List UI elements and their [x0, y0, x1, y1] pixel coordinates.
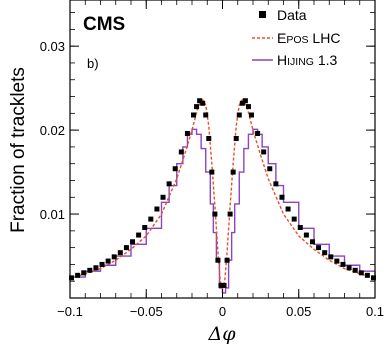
data-point: [261, 149, 267, 155]
series-layer: [69, 98, 376, 294]
data-point: [75, 272, 81, 278]
data-point: [273, 181, 279, 187]
data-point: [267, 166, 273, 172]
data-point: [233, 136, 239, 142]
x-tick-label: 0.05: [286, 304, 311, 319]
x-tick-label: 0.1: [366, 304, 384, 319]
data-point: [191, 112, 197, 118]
y-tick-label: 0.01: [40, 207, 65, 222]
data-point: [111, 254, 117, 260]
data-point: [334, 258, 340, 264]
data-point: [303, 232, 309, 238]
x-tick-label: 0: [219, 304, 226, 319]
data-point: [248, 112, 254, 118]
tick-layer: −0.1 −0.05 0 0.05 0.1 0.01 0.02 0.03: [40, 0, 384, 319]
data-point: [194, 104, 200, 110]
data-point: [309, 239, 315, 245]
data-point: [130, 239, 136, 245]
data-point: [255, 130, 261, 136]
data-point: [291, 216, 297, 222]
data-point: [117, 250, 123, 256]
data-point: [245, 104, 251, 110]
data-point: [197, 98, 203, 104]
data-point: [218, 282, 224, 288]
data-point: [236, 112, 242, 118]
data-point: [297, 224, 303, 230]
data-point: [69, 275, 75, 281]
data-point: [285, 206, 291, 212]
data-point: [221, 282, 227, 288]
y-axis-title: Fraction of tracklets: [8, 67, 29, 233]
data-point: [370, 275, 376, 281]
data-point: [230, 169, 236, 175]
data-point: [154, 206, 160, 212]
data-point: [212, 211, 218, 217]
data-point: [81, 270, 87, 276]
data-point: [99, 261, 105, 267]
data-point: [206, 136, 212, 142]
data-point: [160, 194, 166, 200]
data-point: [224, 257, 230, 263]
data-point: [136, 232, 142, 238]
legend-data-label: Data: [277, 7, 307, 23]
data-point: [172, 166, 178, 172]
data-point: [178, 149, 184, 155]
data-point: [346, 265, 352, 271]
data-point: [93, 265, 99, 271]
x-tick-label: −0.05: [130, 304, 163, 319]
legend: Data EPOS LHC HIJING 1.3: [252, 7, 340, 68]
data-point: [328, 254, 334, 260]
y-tick-label: 0.02: [40, 123, 65, 138]
data-point: [142, 224, 148, 230]
data-point: [184, 130, 190, 136]
legend-epos-label: EPOS LHC: [277, 30, 340, 46]
data-point: [203, 112, 209, 118]
data-point: [322, 250, 328, 256]
data-point: [239, 100, 245, 106]
x-axis-title: Δφ: [207, 323, 236, 345]
data-point: [316, 245, 322, 251]
data-point: [215, 257, 221, 263]
data-point: [242, 98, 248, 104]
epos-series-line: [69, 98, 376, 291]
data-point: [227, 211, 233, 217]
data-point: [105, 258, 111, 264]
panel-label: b): [87, 56, 99, 71]
x-tick-label: −0.1: [57, 304, 83, 319]
legend-hijing-label: HIJING 1.3: [277, 52, 338, 68]
y-tick-label: 0.03: [40, 39, 65, 54]
data-point: [166, 181, 172, 187]
data-point: [340, 261, 346, 267]
data-point: [200, 100, 206, 106]
data-point: [279, 194, 285, 200]
data-point: [358, 270, 364, 276]
legend-data-marker: [259, 11, 266, 18]
data-point: [87, 267, 93, 273]
hijing-series-line: [70, 128, 376, 294]
experiment-label: CMS: [83, 14, 125, 35]
data-point: [352, 267, 358, 273]
data-point: [148, 216, 154, 222]
data-point: [209, 169, 215, 175]
data-point: [364, 272, 370, 278]
data-point: [123, 245, 129, 251]
